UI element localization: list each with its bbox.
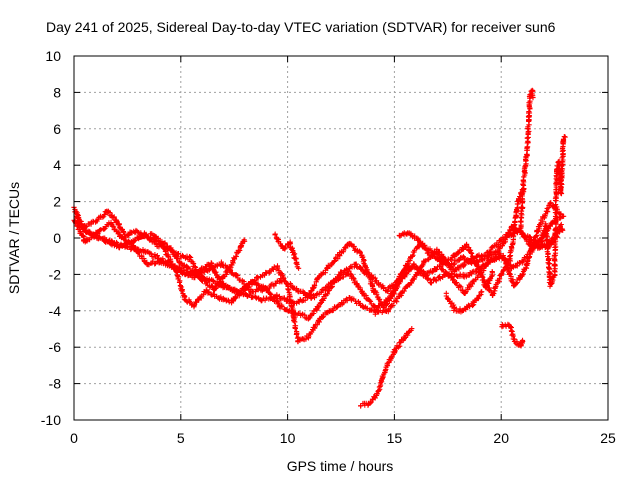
y-tick-label: 4: [53, 157, 61, 173]
x-tick-label: 10: [280, 430, 296, 446]
x-tick-label: 25: [600, 430, 616, 446]
data-points: [71, 87, 568, 409]
series-markers-sun6: [71, 87, 568, 409]
y-tick-label: 10: [45, 48, 61, 64]
chart-title: Day 241 of 2025, Sidereal Day-to-day VTE…: [46, 19, 556, 35]
x-tick-label: 15: [387, 430, 403, 446]
x-tick-label: 0: [70, 430, 78, 446]
y-tick-label: -8: [49, 376, 62, 392]
y-tick-label: -10: [41, 412, 61, 428]
y-tick-label: -4: [49, 303, 62, 319]
y-tick-label: 8: [53, 84, 61, 100]
y-tick-label: 2: [53, 194, 61, 210]
y-tick-label: -2: [49, 266, 62, 282]
y-tick-label: -6: [49, 339, 62, 355]
axis-ticks: [73, 55, 609, 421]
y-tick-labels: -10 -8 -6 -4 -2 0 2 4 6 8 10: [41, 48, 61, 428]
y-tick-label: 6: [53, 121, 61, 137]
x-tick-label: 20: [493, 430, 509, 446]
x-tick-label: 5: [177, 430, 185, 446]
y-axis-label: SDTVAR / TECUs: [6, 182, 22, 294]
grid-lines: [74, 56, 608, 420]
x-axis-label: GPS time / hours: [287, 458, 394, 474]
x-tick-labels: 0 5 10 15 20 25: [70, 430, 616, 446]
y-tick-label: 0: [53, 230, 61, 246]
